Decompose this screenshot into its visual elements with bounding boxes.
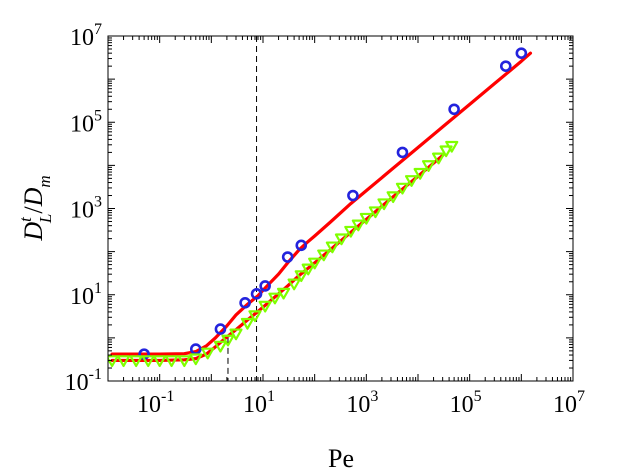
triangle-down-marker [431,152,446,165]
x-tick-labels: 10-1 101 103 105 107 [137,388,585,418]
triangle-down-marker [221,334,235,347]
x-tick-label: 107 [553,388,585,418]
triangle-down-marker-series [108,140,459,368]
y-tick-label: 10-1 [65,366,102,396]
triangle-down-marker [164,355,179,368]
triangle-down-marker [129,355,143,368]
triangle-down-marker [445,140,459,153]
y-tick-labels: 10-1 101 103 105 107 [65,21,102,396]
triangle-down-marker [153,355,167,368]
triangle-down-marker [258,300,272,313]
triangle-down-marker [325,241,339,254]
y-tick-label: 107 [70,21,102,51]
triangle-down-marker [368,206,383,219]
y-tick-label: 101 [70,280,102,310]
y-label-sub2: m [35,175,54,187]
y-label-sup: t [16,216,35,222]
circle-marker [250,288,263,300]
y-label-main2: D [19,187,48,207]
circle-marker [214,323,227,335]
triangle-down-marker [189,353,203,366]
triangle-down-marker [141,355,155,368]
y-label-slash: / [19,206,48,214]
triangle-down-marker [413,167,427,180]
triangle-down-marker [344,225,358,238]
circle-marker [259,280,271,292]
axis-ticks [107,35,574,382]
circle-marker [239,297,251,309]
triangle-down-marker [421,160,436,172]
y-tick-label: 105 [70,107,102,137]
circle-marker [499,60,512,72]
circle-marker [448,103,460,116]
triangle-down-marker [386,191,400,204]
triangle-down-marker [439,145,453,158]
triangle-down-marker [377,198,391,211]
triangle-down-marker [108,355,119,368]
data-series [108,47,528,368]
triangle-down-marker [334,233,349,246]
circle-marker [347,189,359,202]
x-tick-label: 101 [243,388,275,418]
triangle-down-marker [201,347,215,360]
circle-marker [295,239,308,252]
triangle-down-marker [317,249,331,262]
y-axis-label: DtL/Dm [16,175,55,241]
circle-marker [515,47,528,59]
triangle-down-marker [404,175,419,187]
triangle-down-marker [268,292,282,305]
x-tick-label: 10-1 [137,388,174,418]
circle-marker-series [138,47,528,360]
circle-marker [396,146,409,159]
triangle-down-marker [240,317,255,330]
triangle-down-marker [308,257,322,270]
x-axis-label: Pe [328,444,354,473]
triangle-down-marker [248,310,262,323]
triangle-down-marker [116,355,131,368]
y-label-main: D [19,222,48,242]
y-tick-label: 103 [70,194,102,224]
triangle-down-marker [359,212,373,225]
triangle-down-marker [301,263,315,276]
x-tick-label: 103 [346,388,378,418]
triangle-down-marker [294,270,308,283]
triangle-down-marker [395,182,410,195]
x-tick-label: 105 [450,388,482,418]
circle-marker [281,251,294,263]
triangle-down-marker [287,278,301,291]
triangle-down-marker [213,340,228,353]
triangle-down-marker [276,287,291,300]
triangle-down-marker [177,355,191,368]
y-label-sub: L [36,214,55,224]
triangle-down-marker [351,219,365,232]
triangle-down-marker [229,328,243,341]
